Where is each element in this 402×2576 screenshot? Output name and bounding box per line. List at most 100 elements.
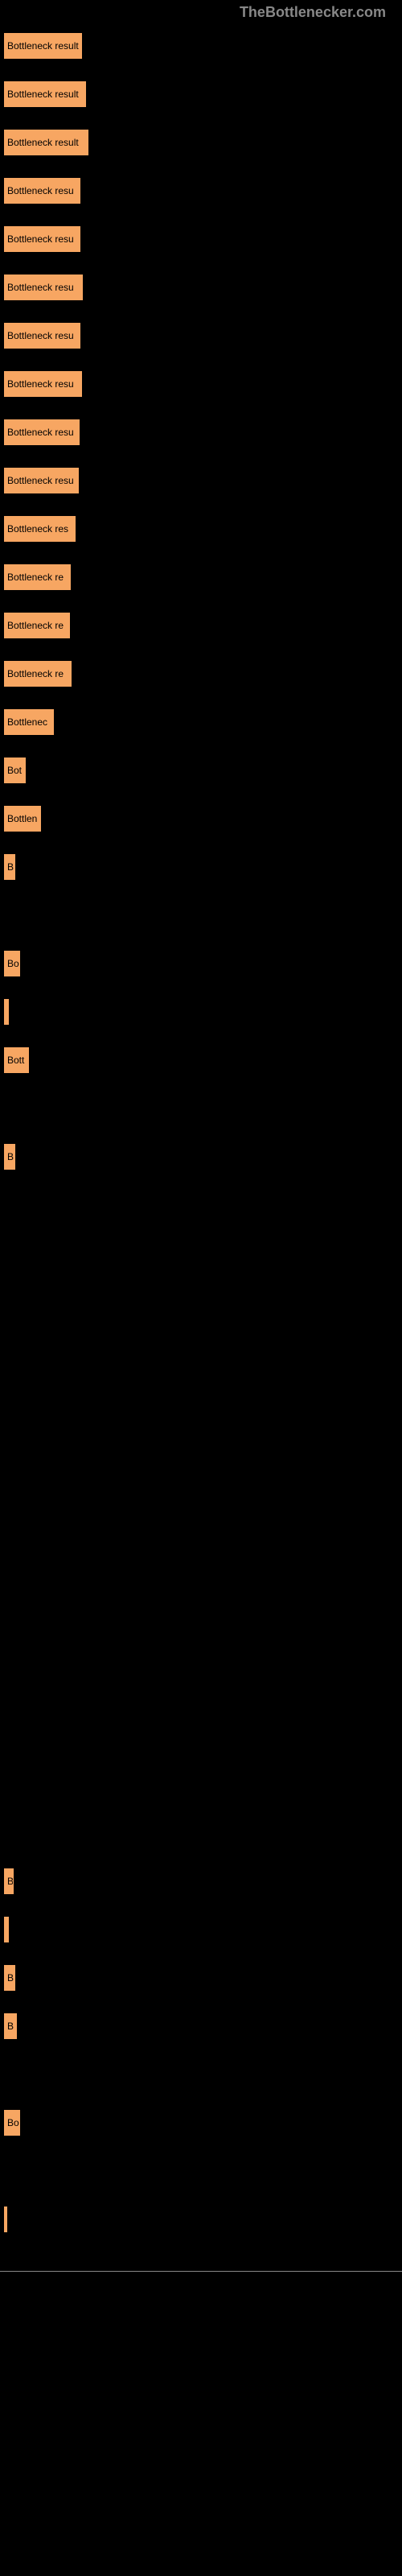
bar-row: Bottleneck result: [4, 81, 398, 105]
bar-row: Bottleneck result: [4, 33, 398, 57]
chart-bar: Bottleneck result: [4, 33, 82, 59]
chart-bar: Bot: [4, 758, 26, 783]
bar-row: Bo: [4, 951, 398, 975]
watermark-text: TheBottlenecker.com: [0, 0, 402, 25]
bar-label: Bottleneck result: [5, 137, 79, 148]
bar-row: [4, 1337, 398, 1361]
bar-row: [4, 1482, 398, 1506]
bar-row: Bottleneck res: [4, 516, 398, 540]
bar-row: [4, 1820, 398, 1844]
bar-label: B: [5, 1876, 14, 1887]
bar-row: [4, 1289, 398, 1313]
chart-bar: Bottleneck result: [4, 130, 88, 155]
bar-row: B: [4, 2013, 398, 2037]
chart-bar: B: [4, 1144, 15, 1170]
bar-label: Bott: [5, 1055, 24, 1066]
bar-label: Bottleneck res: [5, 523, 68, 535]
chart-bar: [4, 2207, 7, 2232]
bar-row: [4, 1772, 398, 1796]
bar-label: Bottleneck resu: [5, 475, 74, 486]
bar-row: [4, 1192, 398, 1216]
chart-bar: [4, 1917, 9, 1942]
chart-bar: Bottleneck resu: [4, 275, 83, 300]
chart-bar: Bottleneck re: [4, 661, 72, 687]
chart-bar: B: [4, 1965, 15, 1991]
bar-row: [4, 2062, 398, 2086]
bar-row: Bottlenec: [4, 709, 398, 733]
bar-row: Bottleneck result: [4, 130, 398, 154]
bar-label: Bottleneck re: [5, 668, 64, 679]
bar-row: B: [4, 1965, 398, 1989]
bar-row: [4, 1675, 398, 1699]
chart-bar: Bottleneck re: [4, 613, 70, 638]
bar-row: Bottleneck resu: [4, 275, 398, 299]
bar-row: [4, 2207, 398, 2231]
bar-label: Bottleneck resu: [5, 427, 74, 438]
chart-bar: Bottleneck resu: [4, 226, 80, 252]
bar-row: Bottlen: [4, 806, 398, 830]
bar-label: B: [5, 861, 14, 873]
bar-row: [4, 1096, 398, 1120]
chart-bar: Bottlenec: [4, 709, 54, 735]
bar-row: Bottleneck re: [4, 613, 398, 637]
chart-bar: Bott: [4, 1047, 29, 1073]
x-axis: [0, 2271, 402, 2304]
bar-row: Bottleneck resu: [4, 323, 398, 347]
bar-row: Bottleneck re: [4, 661, 398, 685]
bar-row: [4, 2158, 398, 2182]
chart-bar: Bottleneck resu: [4, 468, 79, 493]
bar-row: B: [4, 1144, 398, 1168]
bar-row: B: [4, 854, 398, 878]
bar-label: Bottlen: [5, 813, 37, 824]
chart-bar: Bottleneck resu: [4, 178, 80, 204]
bar-row: [4, 999, 398, 1023]
bar-label: Bottleneck re: [5, 620, 64, 631]
bar-label: Bottleneck resu: [5, 233, 74, 245]
chart-bar: Bo: [4, 951, 20, 976]
bar-row: [4, 1917, 398, 1941]
bar-label: Bottleneck resu: [5, 330, 74, 341]
bar-label: Bottleneck resu: [5, 185, 74, 196]
bar-row: Bottleneck resu: [4, 468, 398, 492]
bar-row: [4, 1385, 398, 1410]
bar-label: Bo: [5, 2117, 19, 2128]
bar-row: [4, 1579, 398, 1603]
chart-bar: Bottleneck resu: [4, 371, 82, 397]
bar-label: Bottleneck result: [5, 40, 79, 52]
chart-bar: B: [4, 1868, 14, 1894]
bar-label: B: [5, 1972, 14, 1984]
bar-label: Bo: [5, 958, 19, 969]
bar-row: Bott: [4, 1047, 398, 1071]
bar-chart: Bottleneck result Bottleneck result Bottle…: [0, 25, 402, 2263]
bar-row: [4, 1530, 398, 1554]
bar-row: Bot: [4, 758, 398, 782]
chart-bar: Bottleneck resu: [4, 323, 80, 349]
chart-bar: Bottleneck resu: [4, 419, 80, 445]
chart-bar: [4, 999, 9, 1025]
chart-bar: B: [4, 2013, 17, 2039]
chart-bar: B: [4, 854, 15, 880]
chart-bar: Bottleneck res: [4, 516, 76, 542]
bar-row: Bottleneck resu: [4, 371, 398, 395]
bar-label: Bottleneck resu: [5, 378, 74, 390]
bar-label: Bottleneck resu: [5, 282, 74, 293]
bar-row: B: [4, 1868, 398, 1893]
bar-row: Bottleneck resu: [4, 226, 398, 250]
bar-row: Bottleneck resu: [4, 178, 398, 202]
bar-label: Bot: [5, 765, 22, 776]
bar-row: [4, 1241, 398, 1265]
chart-bar: Bottleneck re: [4, 564, 71, 590]
bar-label: Bottleneck result: [5, 89, 79, 100]
bar-label: Bottlenec: [5, 716, 47, 728]
bar-row: Bottleneck resu: [4, 419, 398, 444]
chart-bar: Bottleneck result: [4, 81, 86, 107]
bar-label: B: [5, 2021, 14, 2032]
bar-label: Bottleneck re: [5, 572, 64, 583]
bar-row: Bottleneck re: [4, 564, 398, 588]
chart-bar: Bottlen: [4, 806, 41, 832]
bar-label: B: [5, 1151, 14, 1162]
bar-row: [4, 1434, 398, 1458]
bar-row: Bo: [4, 2110, 398, 2134]
chart-bar: Bo: [4, 2110, 20, 2136]
bar-row: [4, 1724, 398, 1748]
